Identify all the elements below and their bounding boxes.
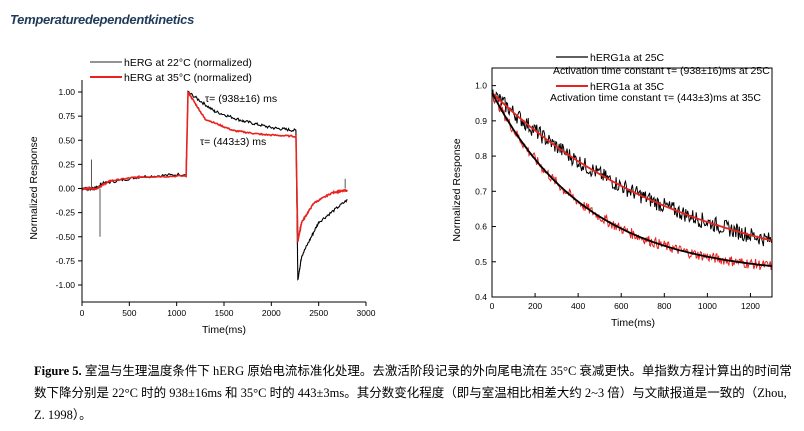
caption-text: 室温与生理温度条件下 hERG 原始电流标准化处理。去激活阶段记录的外向尾电流在…	[34, 364, 792, 422]
right-y-axis-label: Normalized Response	[451, 138, 463, 241]
left-x-tick-label: 2500	[309, 308, 328, 318]
right-y-tick-label: 0.5	[475, 257, 487, 267]
left-y-tick-label: -1.00	[56, 280, 76, 290]
left-x-tick-label: 500	[122, 308, 136, 318]
legend-label-22c: hERG at 22°C (normalized)	[124, 57, 252, 69]
left-y-tick-label: 1.00	[58, 87, 75, 97]
right-y-tick-label: 1.0	[475, 81, 487, 91]
legend-label-35c-right: hERG1a at 35C	[590, 81, 665, 93]
legend-label-25c: hERG1a at 25C	[590, 52, 665, 64]
left-y-tick-label: -0.75	[56, 256, 76, 266]
left-x-tick-label: 0	[80, 308, 85, 318]
right-x-axis-label: Time(ms)	[611, 317, 655, 329]
right-x-tick-label: 1000	[698, 301, 717, 311]
left-x-tick-label: 1000	[167, 308, 186, 318]
right-y-tick-label: 0.6	[475, 222, 487, 232]
left-y-tick-label: 0.50	[58, 135, 75, 145]
left-y-tick-label: -0.25	[56, 208, 76, 218]
annotation-tau-25c: Activation time constant τ= (938±16)ms a…	[553, 65, 770, 77]
right-x-tick-label: 0	[490, 301, 495, 311]
left-x-tick-label: 1500	[215, 308, 234, 318]
right-x-tick-label: 400	[571, 301, 585, 311]
caption-label: Figure 5.	[34, 364, 82, 378]
right-plot-frame	[491, 67, 773, 298]
right-x-tick-label: 800	[657, 301, 671, 311]
fit-curve-35c	[491, 92, 773, 267]
left-x-tick-label: 2000	[262, 308, 281, 318]
left-y-tick-label: 0.75	[58, 111, 75, 121]
right-x-tick-label: 600	[614, 301, 628, 311]
series-line-35c	[82, 91, 348, 242]
right-x-tick-label: 200	[528, 301, 542, 311]
left-x-tick-label: 3000	[357, 308, 376, 318]
right-y-tick-label: 0.4	[475, 292, 487, 302]
series-trace-35c	[491, 93, 773, 271]
figure-caption: Figure 5. 室温与生理温度条件下 hERG 原始电流标准化处理。去激活阶…	[34, 360, 794, 426]
series-line-22c	[81, 90, 348, 281]
left-y-axis-label: Normalized Response	[28, 136, 40, 239]
left-x-axis-label: Time(ms)	[202, 324, 246, 336]
left-y-tick-label: 0.25	[58, 159, 75, 169]
left-y-tick-label: -0.50	[56, 232, 76, 242]
right-y-tick-label: 0.9	[475, 116, 487, 126]
annotation-tau-22c: τ= (938±16) ms	[205, 93, 277, 105]
left-y-tick-label: 0.00	[58, 184, 75, 194]
annotation-tau-35c-right: Activation time constant τ= (443±3)ms at…	[550, 92, 761, 104]
right-y-tick-label: 0.8	[475, 151, 487, 161]
fit-curve-25c	[491, 92, 773, 242]
series-trace-25c	[491, 89, 773, 247]
legend-label-35c: hERG at 35°C (normalized)	[124, 72, 252, 84]
right-x-tick-label: 1200	[741, 301, 760, 311]
annotation-tau-35c: τ= (443±3) ms	[200, 136, 266, 148]
section-title: Temperaturedependentkinetics	[10, 12, 195, 27]
right-y-tick-label: 0.7	[475, 186, 487, 196]
